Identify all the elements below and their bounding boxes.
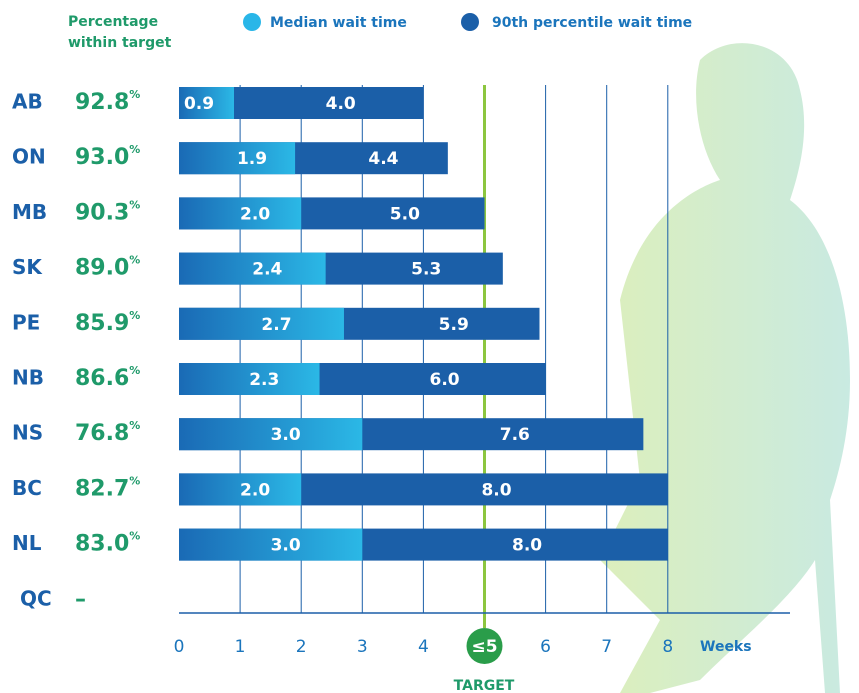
silhouette: [600, 43, 850, 693]
bar-median: [179, 418, 363, 451]
bar-median: [179, 528, 363, 561]
pct-label: –: [75, 587, 86, 612]
pct-label: 90.3%: [75, 198, 140, 225]
value-label: 7.6: [500, 425, 530, 445]
bar-median: [179, 307, 344, 340]
pct-unit: %: [129, 419, 140, 432]
value-label: 3.0: [271, 536, 301, 556]
bar-median: [179, 87, 234, 119]
bar-median: [179, 142, 296, 175]
category-label: PE: [12, 310, 40, 334]
value-label: 1.9: [237, 149, 267, 169]
x-tick-label: 4: [418, 637, 429, 657]
pct-unit: %: [129, 530, 140, 543]
value-label: 2.7: [261, 315, 291, 335]
value-label: 5.0: [390, 204, 420, 224]
category-label: SK: [12, 255, 43, 279]
value-label: 2.4: [252, 260, 282, 280]
pct-unit: %: [129, 254, 140, 267]
target-label: TARGET: [454, 678, 515, 693]
legend-swatch: [461, 13, 479, 31]
x-tick-label: 6: [540, 637, 551, 657]
bar-median: [179, 363, 320, 395]
value-label: 5.9: [439, 315, 469, 335]
value-label: 5.3: [411, 260, 441, 280]
pct-label: 76.8%: [75, 419, 140, 446]
category-label: NS: [12, 421, 43, 445]
legend-swatch: [243, 13, 261, 31]
pct-label: 92.8%: [75, 88, 140, 115]
x-tick-label: 0: [174, 637, 185, 657]
pct-unit: %: [129, 198, 140, 211]
value-label: 4.0: [326, 94, 356, 114]
target-badge: [466, 628, 503, 664]
x-tick-label: ≤5: [471, 637, 497, 657]
value-label: 6.0: [430, 370, 460, 390]
legend-label: 90th percentile wait time: [492, 15, 692, 31]
value-label: 4.4: [368, 149, 398, 169]
value-label: 3.0: [271, 425, 301, 445]
category-label: MB: [12, 200, 47, 224]
category-label: NB: [12, 366, 44, 390]
pct-unit: %: [129, 143, 140, 156]
pct-unit: %: [129, 364, 140, 377]
x-tick-label: 3: [357, 637, 368, 657]
bar-median: [179, 197, 302, 230]
bars: 0.9 4.0 1.9 4.4 2.0 5.0 2.4 5.3 2.7 5.9 2.3 6.0 3.0 7…: [179, 87, 668, 561]
category-label: ON: [12, 145, 46, 169]
legend-label: Median wait time: [270, 15, 407, 31]
x-axis-label: Weeks: [700, 639, 752, 655]
bar-median: [179, 252, 326, 285]
x-tick-label: 7: [601, 637, 612, 657]
pct-label: 86.6%: [75, 364, 140, 391]
value-label: 2.0: [240, 204, 270, 224]
x-tick-label: 8: [662, 637, 673, 657]
pct-header: Percentage within target: [68, 14, 172, 51]
category-label: BC: [12, 476, 42, 500]
pct-unit: %: [129, 309, 140, 322]
x-tick-label: 2: [296, 637, 307, 657]
category-label: QC: [20, 586, 52, 610]
pct-label: 82.7%: [75, 474, 140, 501]
pct-label: 85.9%: [75, 309, 140, 336]
pct-unit: %: [129, 88, 140, 101]
category-label: AB: [12, 90, 43, 114]
bar-median: [179, 473, 302, 506]
pct-label: 93.0%: [75, 143, 140, 170]
pct-label: 83.0%: [75, 530, 140, 557]
pct-unit: %: [129, 474, 140, 487]
value-label: 2.0: [240, 480, 270, 500]
category-label: NL: [12, 531, 42, 555]
value-label: 0.9: [184, 94, 214, 114]
value-label: 8.0: [512, 536, 542, 556]
x-tick-label: 1: [235, 637, 246, 657]
value-label: 2.3: [249, 370, 279, 390]
pct-label: 89.0%: [75, 254, 140, 281]
value-label: 8.0: [481, 480, 511, 500]
